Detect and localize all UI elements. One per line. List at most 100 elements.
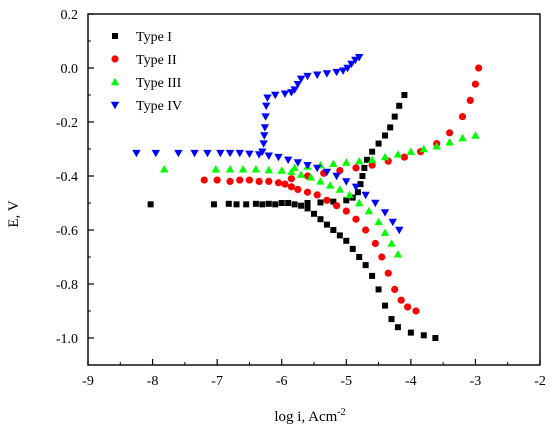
data-point	[263, 94, 272, 102]
data-point	[243, 201, 250, 208]
data-point	[342, 207, 350, 215]
data-point	[200, 176, 208, 184]
data-point	[382, 132, 389, 139]
axis-layer: -9 -8 -7 -6 -5 -4 -3 -2 0.2 0.0 -0.2 -0.4 -0.6 -0.8 -1…	[56, 8, 546, 389]
data-point	[323, 221, 330, 228]
data-point	[458, 134, 467, 142]
data-point	[296, 75, 306, 83]
data-point	[285, 200, 292, 206]
data-point	[420, 332, 427, 339]
y-tick-label: -0.4	[56, 170, 78, 185]
x-axis-label: log i, Acm-2	[274, 407, 345, 425]
data-point	[361, 164, 368, 171]
data-point	[259, 201, 266, 208]
data-point	[394, 324, 401, 331]
data-point	[338, 67, 348, 75]
legend-item: Type II	[111, 53, 177, 68]
data-point	[303, 72, 312, 81]
data-point	[342, 178, 351, 186]
data-point	[281, 180, 289, 188]
data-point	[290, 163, 299, 172]
data-point	[298, 202, 305, 209]
data-point	[355, 156, 364, 165]
x-tick-label: -4	[405, 374, 417, 389]
data-point	[349, 245, 356, 252]
data-point	[446, 129, 454, 137]
data-point	[369, 148, 376, 155]
data-point	[378, 253, 386, 261]
data-point	[283, 156, 293, 164]
data-point	[343, 64, 352, 73]
data-point	[236, 176, 244, 184]
data-point	[374, 217, 383, 226]
data-point	[225, 149, 235, 158]
legend-marker	[112, 33, 118, 39]
data-point	[271, 91, 280, 100]
data-point	[388, 218, 397, 227]
data-point	[258, 148, 267, 156]
data-point	[380, 228, 390, 236]
data-point	[367, 155, 377, 163]
data-point	[287, 175, 295, 183]
data-point	[252, 200, 259, 207]
data-point	[335, 185, 345, 193]
series-4	[132, 54, 404, 235]
data-point	[313, 71, 322, 79]
data-point	[380, 152, 390, 161]
data-point	[356, 254, 363, 260]
data-point	[342, 158, 351, 166]
data-point	[362, 262, 369, 269]
data-point	[375, 286, 382, 293]
data-point	[329, 159, 338, 168]
data-point	[260, 132, 269, 140]
data-point	[362, 226, 370, 234]
data-point	[322, 168, 332, 177]
data-point	[313, 164, 322, 173]
data-point	[363, 156, 370, 163]
x-tick-label: -5	[340, 374, 352, 389]
data-point	[332, 172, 341, 181]
data-point	[304, 205, 311, 212]
data-point	[407, 329, 414, 336]
y-tick-label: -0.2	[56, 116, 78, 131]
data-point	[397, 296, 405, 304]
y-tick-label: 0.0	[61, 62, 79, 77]
data-point	[419, 144, 428, 153]
data-point	[466, 96, 474, 104]
data-point	[280, 90, 290, 98]
data-point	[368, 161, 376, 169]
data-point	[264, 165, 273, 174]
data-point	[265, 177, 273, 185]
data-point	[290, 86, 299, 94]
data-point	[352, 164, 360, 172]
data-point	[471, 131, 480, 139]
data-point	[303, 188, 312, 196]
data-point	[317, 199, 324, 206]
legend-label: Type III	[136, 76, 182, 91]
x-tick-label: -7	[211, 374, 223, 389]
data-point	[322, 70, 332, 78]
data-point	[278, 200, 285, 206]
x-tick-label: -3	[470, 374, 482, 389]
data-point	[330, 198, 337, 205]
y-tick-label: 0.2	[61, 8, 79, 23]
data-point	[355, 54, 364, 62]
data-point	[255, 177, 263, 185]
y-tick-label: -1.0	[56, 332, 78, 347]
y-tick-label: -0.6	[56, 224, 78, 239]
legend-item: Type III	[110, 76, 182, 91]
data-point	[332, 68, 341, 77]
data-point	[343, 237, 350, 244]
data-point	[393, 150, 403, 158]
x-tick-label: -2	[534, 374, 546, 389]
data-point	[317, 216, 324, 223]
data-point	[345, 190, 354, 199]
data-point	[211, 165, 221, 173]
data-point	[333, 202, 341, 210]
data-point	[132, 149, 141, 158]
data-point	[274, 179, 283, 187]
data-point	[395, 226, 404, 235]
data-point	[225, 200, 232, 207]
legend-label: Type I	[136, 30, 172, 45]
data-point	[316, 177, 325, 185]
